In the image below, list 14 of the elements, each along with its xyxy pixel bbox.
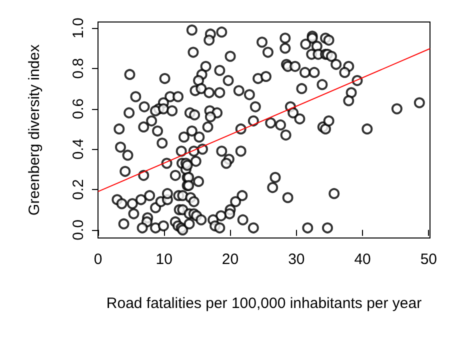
x-tick-label: 20	[222, 251, 239, 268]
x-tick-label: 50	[420, 251, 438, 268]
y-tick-label: 0.2	[70, 179, 87, 200]
x-tick-label: 40	[354, 251, 371, 268]
x-tick-label: 30	[288, 251, 305, 268]
y-tick-label: 1.0	[70, 18, 87, 38]
y-tick-label: 0.6	[70, 98, 87, 120]
x-tick-label: 10	[156, 251, 172, 268]
y-tick-label: 0.8	[70, 58, 87, 79]
x-axis-title: Road fatalities per 100,000 inhabitants per year	[106, 295, 422, 312]
y-tick-label: 0.0	[70, 219, 87, 240]
y-tick-label: 0.4	[70, 138, 87, 160]
y-axis-title: Greenberg diversity index	[26, 44, 43, 216]
x-tick-label: 0	[94, 251, 102, 268]
